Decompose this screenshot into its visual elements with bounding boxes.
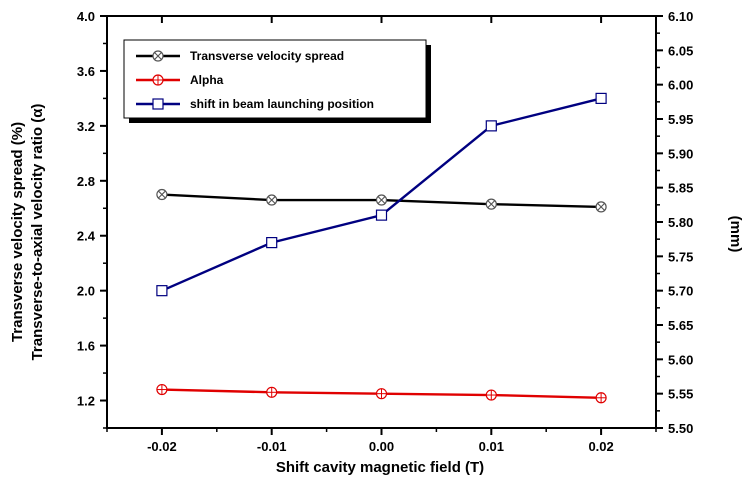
legend-label: Transverse velocity spread [190, 49, 344, 63]
y-right-tick-label: 5.60 [668, 352, 693, 367]
y-right-tick-label: 6.10 [668, 9, 693, 24]
marker-cross-line [154, 52, 162, 60]
y-right-tick-label: 6.05 [668, 43, 693, 58]
y-left-tick-label: 4.0 [77, 9, 95, 24]
marker-cross-line [377, 196, 386, 205]
y-left-tick-label: 3.6 [77, 64, 95, 79]
y-left-tick-label: 1.6 [77, 339, 95, 354]
marker-square [266, 237, 278, 249]
x-axis-title: Shift cavity magnetic field (T) [276, 459, 484, 476]
x-tick-label: 0.01 [479, 439, 504, 454]
series-layer [156, 92, 607, 404]
legend-label: Alpha [190, 73, 224, 87]
y-right-tick-label: 5.65 [668, 318, 693, 333]
marker-cross-line [487, 200, 496, 209]
y-axis-title-left-line2: Transverse-to-axial velocity ratio (α) [29, 104, 46, 361]
y-right-tick-label: 5.95 [668, 112, 693, 127]
x-tick-label: 0.02 [588, 439, 613, 454]
y-left-tick-label: 1.2 [77, 394, 95, 409]
series-2 [156, 92, 607, 297]
y-right-tick-label: 5.70 [668, 284, 693, 299]
marker-square [595, 92, 607, 105]
y-axis-title-left-line1: Transverse velocity spread (%) [9, 122, 26, 342]
legend: Transverse velocity spread Alpha shift in … [123, 39, 431, 123]
y-right-tick-label: 5.90 [668, 146, 693, 161]
y-right-tick-label: 5.75 [668, 249, 693, 264]
marker-cross-line [597, 202, 606, 211]
y-right-tick-label: 6.00 [668, 78, 693, 93]
marker-square [152, 98, 164, 110]
y-right-tick-label: 5.50 [668, 421, 693, 436]
marker-square [375, 209, 388, 221]
marker-cross-line [267, 196, 276, 205]
x-tick-label: -0.02 [147, 439, 177, 454]
x-tick-label: 0.00 [369, 439, 394, 454]
y-left-tick-label: 2.0 [77, 284, 95, 299]
axes-layer: -0.02 -0.01 0.00 0.01 0.02 1.2 1.6 2.0 2.4 2.8 3.2… [77, 9, 693, 454]
legend-label: shift in beam launching position [190, 97, 374, 111]
series-0 [156, 188, 607, 213]
y-right-tick-label: 5.85 [668, 181, 693, 196]
marker-square [156, 285, 168, 297]
y-left-tick-label: 2.4 [77, 229, 96, 244]
y-left-tick-label: 3.2 [77, 119, 95, 134]
marker-square [485, 120, 497, 132]
series-1 [156, 383, 607, 404]
marker-cross-line [157, 190, 166, 199]
y-right-tick-label: 5.80 [668, 215, 693, 230]
x-tick-label: -0.01 [257, 439, 287, 454]
y-right-tick-label: 5.55 [668, 387, 693, 402]
y-left-tick-label: 2.8 [77, 174, 95, 189]
y-axis-title-right: (mm) [727, 216, 744, 253]
